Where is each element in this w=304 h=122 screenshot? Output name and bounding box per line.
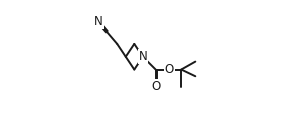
Text: N: N	[139, 50, 147, 63]
Text: O: O	[164, 63, 174, 76]
Text: O: O	[151, 80, 160, 93]
Text: N: N	[94, 15, 103, 28]
